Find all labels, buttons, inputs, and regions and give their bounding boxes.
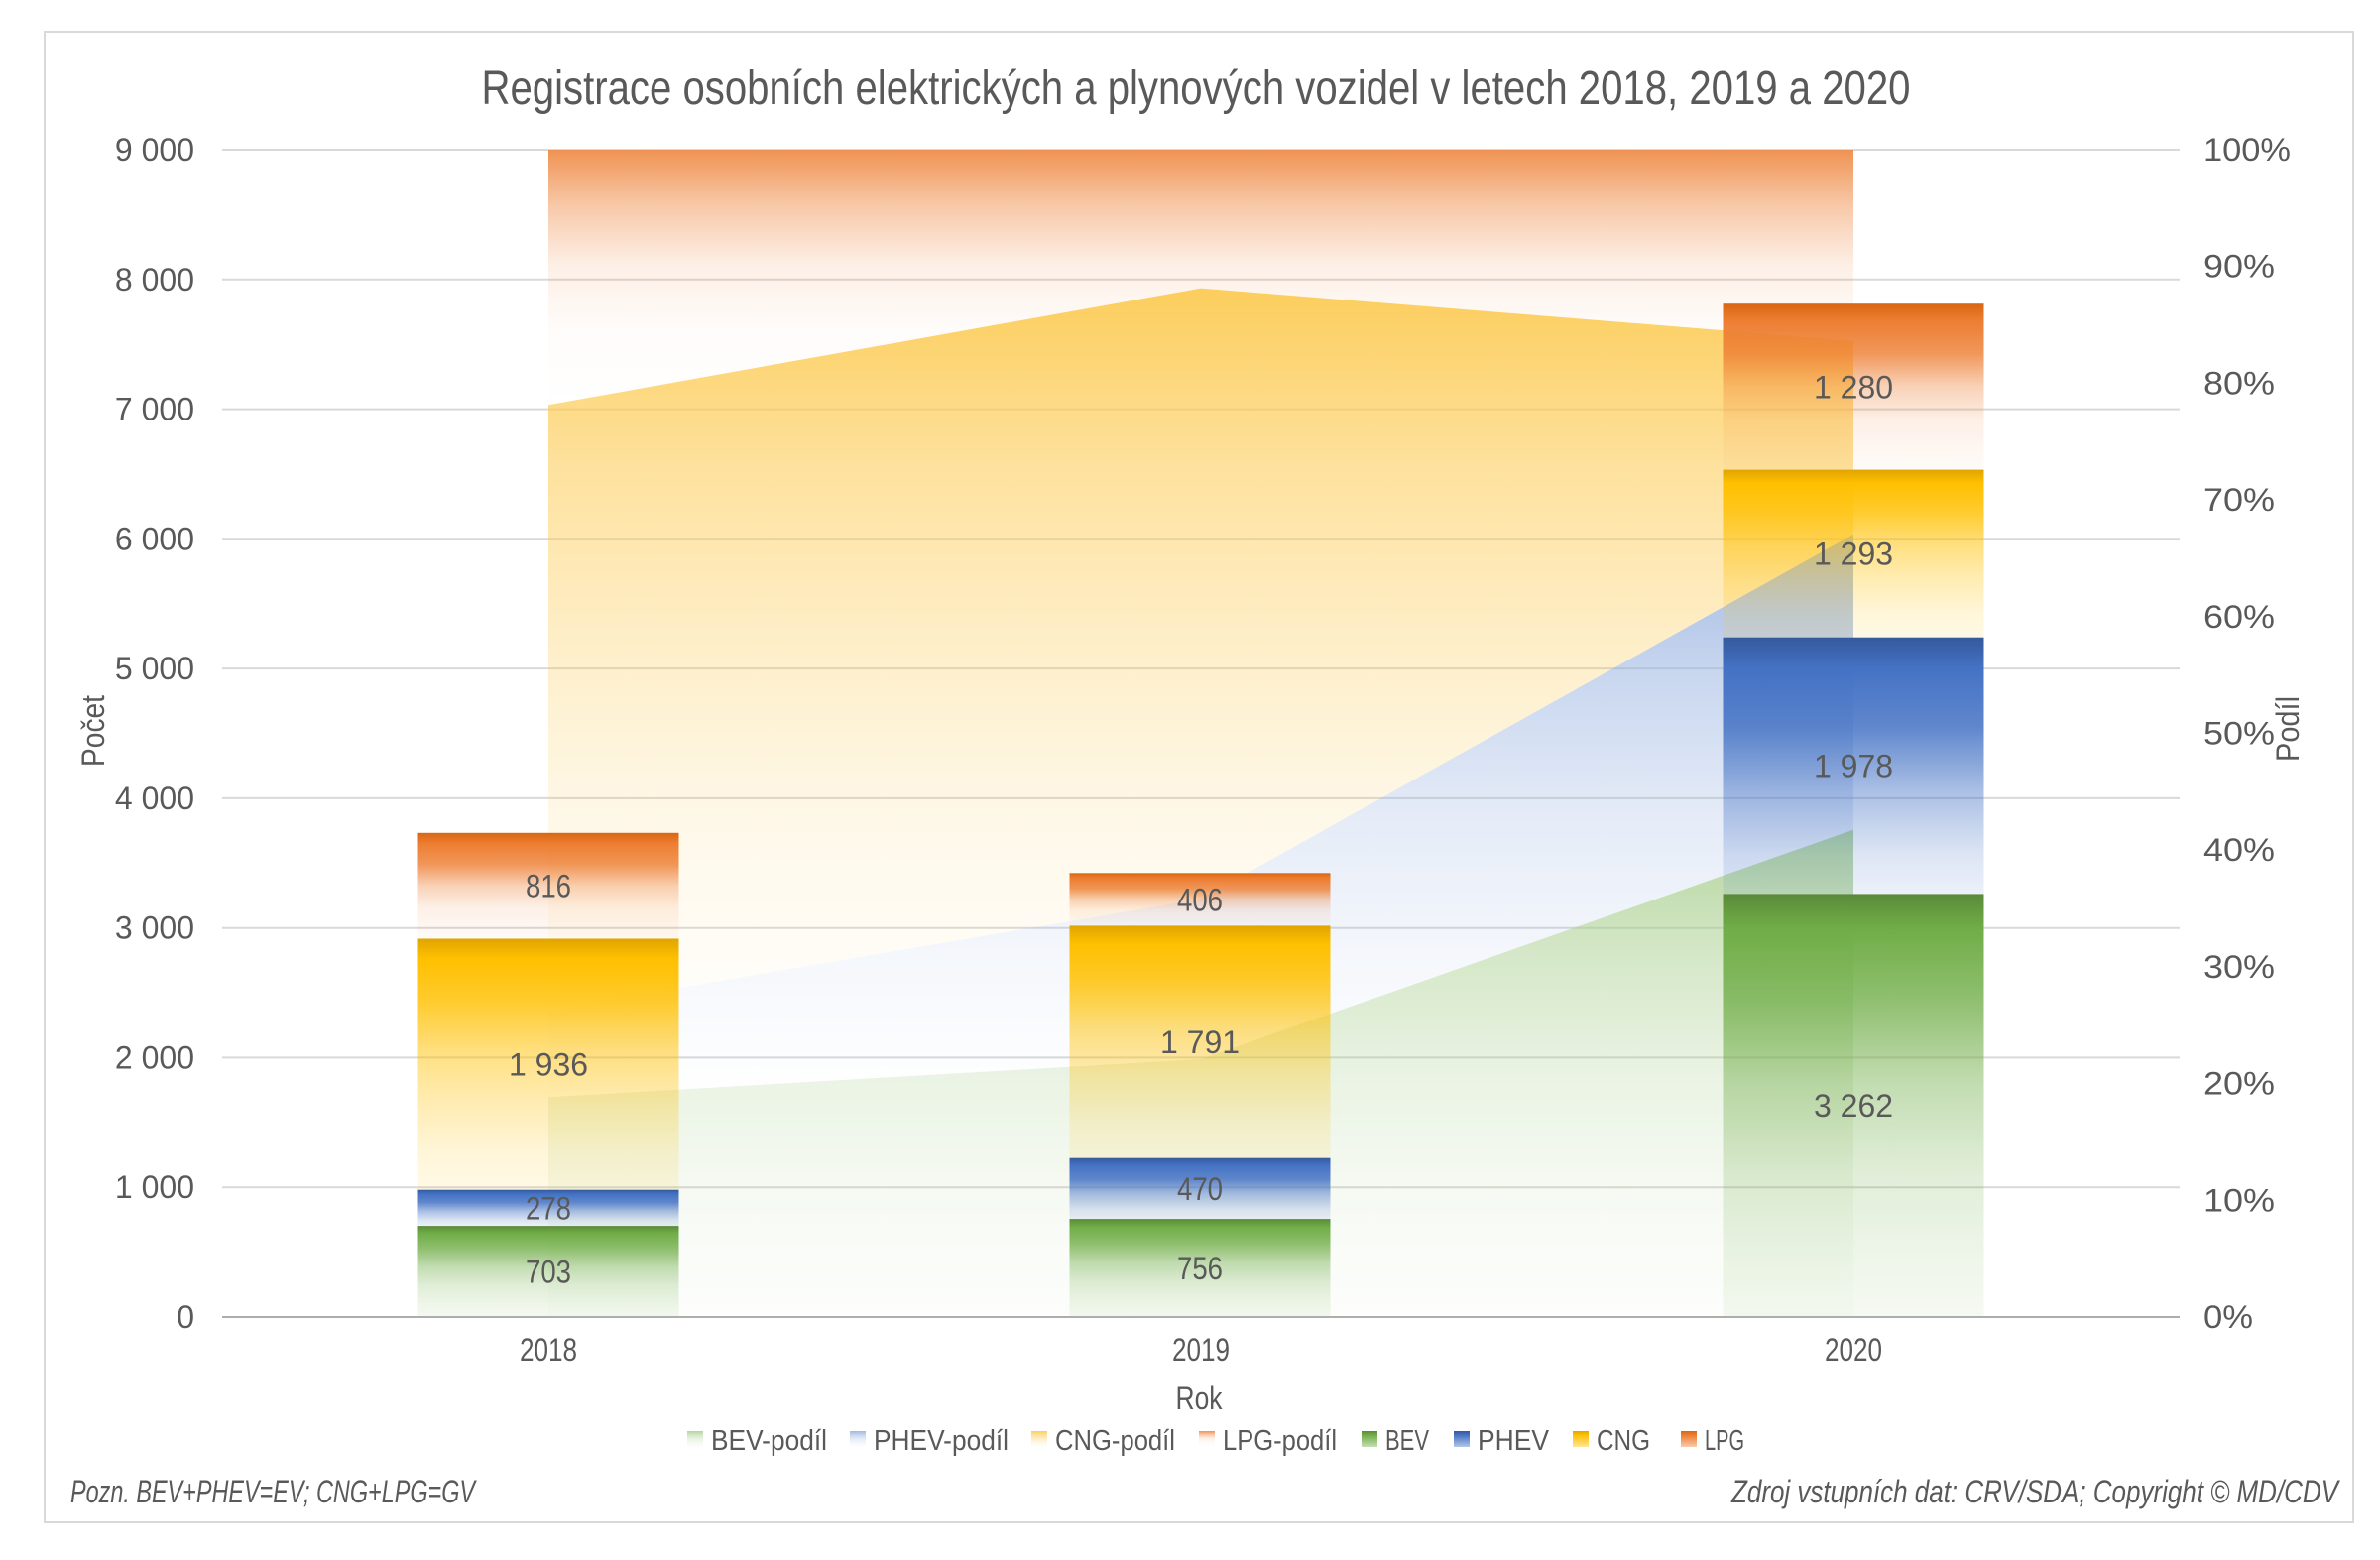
svg-text:4 000: 4 000	[115, 780, 194, 816]
svg-text:60%: 60%	[2203, 599, 2275, 635]
svg-text:Podíl: Podíl	[2270, 696, 2306, 762]
svg-text:816: 816	[526, 869, 571, 904]
svg-text:756: 756	[1177, 1251, 1223, 1286]
svg-text:8 000: 8 000	[115, 262, 194, 298]
svg-text:CNG: CNG	[1597, 1425, 1650, 1457]
svg-text:40%: 40%	[2203, 832, 2275, 868]
svg-text:703: 703	[526, 1255, 571, 1290]
svg-text:470: 470	[1177, 1171, 1223, 1207]
svg-text:1 936: 1 936	[509, 1047, 588, 1083]
svg-text:Počet: Počet	[75, 695, 111, 767]
svg-text:100%: 100%	[2203, 132, 2291, 168]
svg-text:PHEV: PHEV	[1478, 1425, 1550, 1457]
svg-text:LPG-podíl: LPG-podíl	[1223, 1425, 1337, 1457]
svg-text:90%: 90%	[2203, 249, 2275, 285]
svg-text:PHEV-podíl: PHEV-podíl	[874, 1425, 1009, 1457]
svg-text:50%: 50%	[2203, 716, 2275, 752]
svg-text:1 978: 1 978	[1814, 749, 1893, 784]
svg-text:406: 406	[1177, 882, 1223, 917]
svg-text:278: 278	[526, 1190, 571, 1226]
svg-text:CNG-podíl: CNG-podíl	[1055, 1425, 1175, 1457]
svg-text:Pozn. BEV+PHEV=EV; CNG+LPG=GV: Pozn. BEV+PHEV=EV; CNG+LPG=GV	[70, 1474, 477, 1509]
svg-text:7 000: 7 000	[115, 392, 194, 427]
svg-text:BEV: BEV	[1385, 1425, 1429, 1457]
svg-text:3 262: 3 262	[1814, 1088, 1893, 1124]
svg-text:1 293: 1 293	[1814, 537, 1893, 572]
svg-text:BEV-podíl: BEV-podíl	[711, 1425, 827, 1457]
svg-text:2019: 2019	[1172, 1332, 1230, 1368]
svg-text:10%: 10%	[2203, 1182, 2275, 1218]
svg-text:20%: 20%	[2203, 1066, 2275, 1102]
svg-text:1 280: 1 280	[1814, 369, 1893, 405]
svg-text:3 000: 3 000	[115, 910, 194, 946]
svg-text:Zdroj vstupních dat: CRV/SDA;: Zdroj vstupních dat: CRV/SDA; Copyright …	[1730, 1474, 2340, 1509]
svg-text:1 000: 1 000	[115, 1169, 194, 1205]
svg-text:5 000: 5 000	[115, 651, 194, 686]
svg-text:9 000: 9 000	[115, 132, 194, 168]
svg-text:6 000: 6 000	[115, 521, 194, 556]
svg-text:LPG: LPG	[1705, 1425, 1744, 1457]
svg-text:1 791: 1 791	[1160, 1024, 1240, 1060]
svg-text:70%: 70%	[2203, 482, 2275, 518]
svg-text:30%: 30%	[2203, 949, 2275, 985]
svg-text:80%: 80%	[2203, 365, 2275, 401]
svg-text:2 000: 2 000	[115, 1039, 194, 1075]
svg-text:2020: 2020	[1825, 1332, 1882, 1368]
svg-text:Rok: Rok	[1176, 1380, 1224, 1416]
svg-text:0: 0	[177, 1299, 194, 1335]
svg-text:0%: 0%	[2203, 1299, 2253, 1335]
svg-text:2018: 2018	[520, 1332, 577, 1368]
svg-text:Registrace osobních elektrický: Registrace osobních elektrických a plyno…	[482, 62, 1911, 115]
